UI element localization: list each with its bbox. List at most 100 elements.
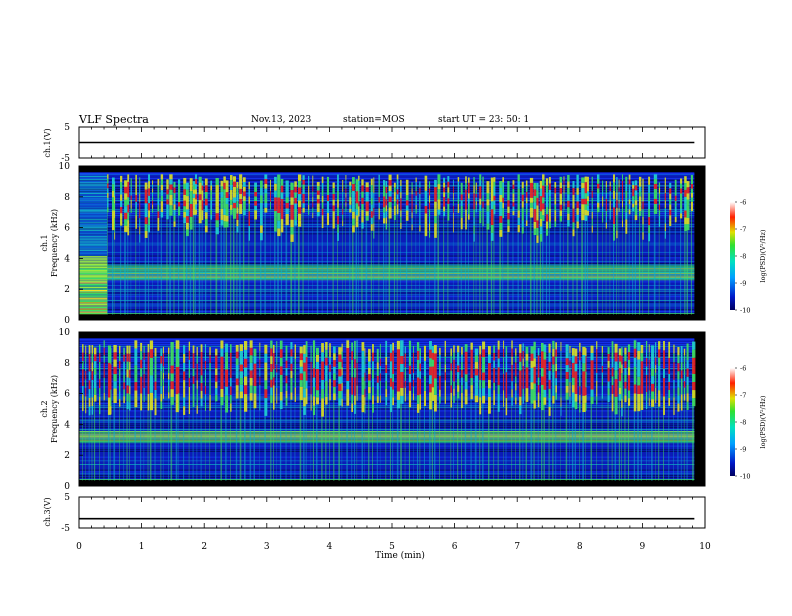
burst-segment: [646, 392, 647, 401]
burst-segment: [390, 404, 392, 412]
burst-segment: [250, 340, 253, 348]
burst-segment: [163, 360, 164, 366]
burst-segment: [392, 374, 394, 382]
burst-segment: [482, 396, 485, 404]
burst-segment: [342, 399, 343, 407]
burst-segment: [680, 193, 682, 198]
burst-segment: [152, 180, 153, 184]
burst-segment: [400, 372, 403, 380]
burst-segment: [244, 350, 247, 359]
burst-segment: [131, 187, 132, 191]
burst-segment: [168, 386, 169, 392]
burst-segment: [286, 361, 288, 369]
burst-segment: [351, 395, 353, 404]
burst-segment: [372, 353, 374, 362]
burst-segment: [230, 353, 231, 361]
burst-segment: [434, 345, 437, 353]
burst-segment: [273, 377, 275, 385]
burst-segment: [642, 232, 643, 240]
burst-segment: [642, 186, 643, 194]
burst-segment: [131, 200, 132, 204]
burst-segment: [338, 347, 341, 354]
burst-segment: [294, 192, 297, 198]
burst-segment: [127, 228, 129, 236]
burst-segment: [134, 348, 137, 356]
burst-segment: [129, 402, 130, 410]
burst-segment: [239, 209, 242, 214]
burst-segment: [240, 392, 243, 399]
burst-segment: [526, 395, 529, 402]
burst-segment: [538, 392, 540, 399]
burst-segment: [193, 345, 195, 353]
time-tick-label: 2: [201, 542, 207, 552]
burst-segment: [273, 385, 275, 393]
burst-segment: [530, 183, 533, 188]
burst-segment: [473, 185, 474, 193]
burst-segment: [443, 192, 445, 197]
burst-segment: [493, 182, 495, 187]
burst-segment: [230, 361, 231, 369]
burst-segment: [119, 346, 120, 354]
burst-segment: [566, 372, 569, 379]
burst-segment: [646, 341, 647, 350]
burst-segment: [534, 215, 537, 222]
burst-segment: [380, 344, 381, 351]
burst-segment: [429, 392, 432, 401]
burst-segment: [120, 213, 122, 219]
burst-segment: [303, 380, 306, 389]
noise-striation: [79, 285, 694, 286]
burst-segment: [554, 188, 556, 194]
hum-band-line: [79, 272, 694, 273]
burst-segment: [602, 207, 603, 212]
burst-segment: [368, 374, 371, 380]
burst-segment: [453, 381, 455, 388]
burst-segment: [642, 224, 643, 232]
burst-segment: [322, 209, 324, 215]
burst-segment: [286, 383, 288, 391]
burst-segment: [277, 228, 280, 236]
burst-segment: [161, 212, 163, 217]
burst-segment: [361, 192, 363, 198]
burst-segment: [615, 388, 618, 397]
burst-segment: [476, 209, 477, 213]
burst-segment: [479, 205, 481, 211]
burst-segment: [522, 195, 524, 201]
burst-segment: [405, 360, 406, 367]
burst-segment: [280, 349, 283, 358]
burst-segment: [321, 380, 324, 389]
burst-segment: [658, 398, 660, 406]
burst-segment: [468, 204, 470, 209]
burst-segment: [313, 387, 315, 396]
burst-segment: [471, 371, 473, 378]
burst-segment: [349, 209, 351, 213]
burst-segment: [270, 206, 271, 210]
burst-segment: [471, 364, 473, 371]
burst-segment: [579, 343, 580, 352]
burst-segment: [530, 178, 533, 183]
saturated-segment: [79, 278, 107, 279]
burst-segment: [209, 363, 210, 371]
burst-segment: [337, 233, 339, 241]
burst-segment: [447, 193, 449, 199]
burst-segment: [119, 399, 120, 407]
burst-segment: [119, 353, 120, 361]
burst-segment: [681, 370, 683, 378]
ch1-colorbar-gradient: [730, 202, 735, 310]
burst-segment: [453, 389, 455, 396]
burst-segment: [286, 398, 288, 406]
saturated-segment: [79, 296, 107, 297]
burst-segment: [205, 386, 206, 394]
burst-segment: [199, 206, 202, 212]
burst-segment: [144, 388, 145, 395]
burst-segment: [476, 205, 477, 209]
burst-segment: [646, 400, 647, 409]
burst-segment: [606, 211, 607, 217]
burst-segment: [190, 178, 193, 184]
burst-segment: [439, 348, 441, 355]
ch1-spectrogram-image: [79, 166, 705, 320]
burst-segment: [602, 217, 603, 222]
saturated-segment: [79, 181, 107, 182]
burst-segment: [493, 210, 495, 215]
noise-striation: [79, 256, 694, 257]
saturated-segment: [79, 285, 107, 286]
